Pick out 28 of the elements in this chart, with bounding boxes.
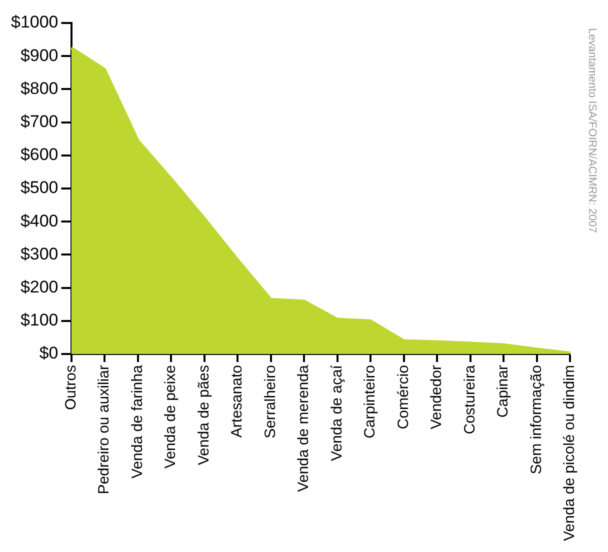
y-tick-label: $300	[20, 244, 58, 264]
y-tick-label: $0	[39, 344, 58, 363]
x-tick-label: Capinar	[494, 365, 512, 418]
y-tick-label: $700	[20, 112, 58, 131]
y-tick-label: $900	[20, 46, 58, 65]
x-tick-label: Serralheiro	[262, 365, 279, 438]
x-tick-label: Comércio	[394, 365, 412, 430]
x-tick-label: Venda de picolé ou dindim	[561, 365, 578, 542]
y-tick-label: $100	[20, 310, 58, 330]
y-tick-label: $400	[20, 211, 58, 230]
x-tick-label: Vendedor	[428, 365, 446, 430]
x-tick-label: Venda de pães	[195, 365, 212, 466]
x-tick-label: Pedreiro ou auxiliar	[96, 365, 113, 494]
x-tick-label: Outros	[62, 365, 80, 410]
x-tick-label: Venda de merenda	[295, 364, 312, 492]
x-tick-label: Venda de açaí	[328, 364, 346, 461]
y-tick-label: $800	[20, 78, 58, 98]
x-tick-label: Artesanato	[228, 365, 246, 438]
y-tick-label: $200	[20, 278, 58, 297]
x-tick-label: Costureira	[461, 364, 478, 434]
y-tick-label: $500	[20, 178, 58, 198]
y-tick-label: $1000	[10, 12, 58, 32]
y-tick-label: $600	[20, 145, 58, 164]
x-tick-label: Venda de peixe	[162, 365, 180, 468]
x-tick-label: Venda de farinha	[128, 364, 146, 478]
x-tick-label: Carpinteiro	[362, 365, 379, 438]
x-tick-label: Sem informação	[528, 365, 545, 474]
text: Levantamento ISA/FOIRN/ACIMRN: 2007	[586, 28, 598, 233]
